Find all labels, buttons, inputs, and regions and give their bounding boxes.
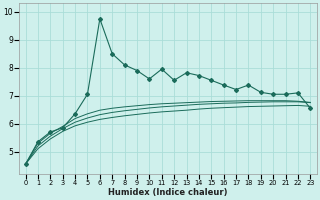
X-axis label: Humidex (Indice chaleur): Humidex (Indice chaleur) — [108, 188, 228, 197]
